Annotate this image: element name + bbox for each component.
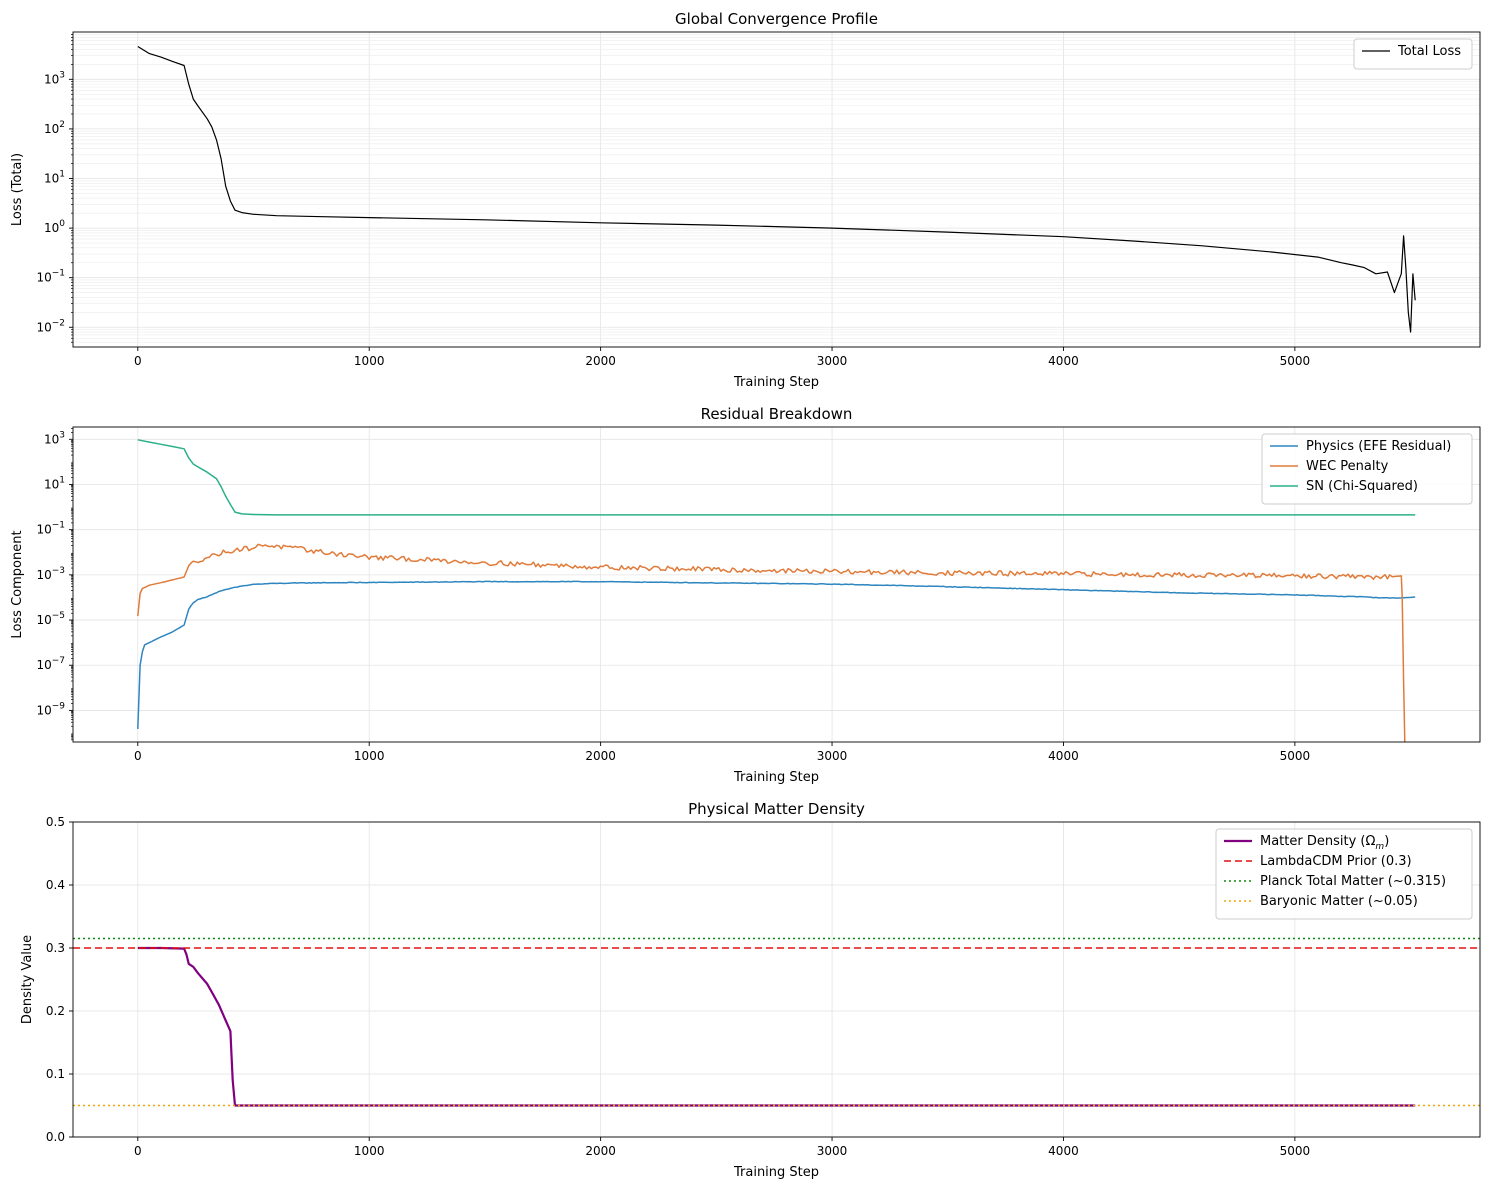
chart-panel-1: 0 1000 2000 3000 4000 5000 10−2 10−1 100 101 102 10…: [10, 10, 1481, 390]
legend-label: Matter Density (Ωm): [1260, 834, 1389, 852]
legend-entry: Baryonic Matter (~0.05): [1224, 894, 1418, 909]
y-tick-label: 100: [44, 219, 65, 235]
y-tick-label: 0.3: [46, 941, 65, 955]
y-tick-label: 102: [44, 120, 65, 136]
x-tick-label: 0: [134, 749, 142, 763]
chart-title: Global Convergence Profile: [675, 10, 878, 28]
x-tick-label: 1000: [354, 1144, 385, 1158]
legend-label: Physics (EFE Residual): [1306, 439, 1451, 454]
x-tick-label: 3000: [817, 1144, 848, 1158]
y-tick-label: 101: [44, 475, 65, 491]
y-tick-label: 101: [44, 169, 65, 185]
series-layer: [137, 45, 1416, 333]
y-tick-label: 10−9: [36, 701, 65, 717]
legend-label: Baryonic Matter (~0.05): [1260, 894, 1418, 909]
chart-title: Physical Matter Density: [688, 800, 865, 818]
grid: [73, 32, 1480, 347]
legend-label: Planck Total Matter (~0.315): [1260, 874, 1446, 889]
chart-panel-2: 0 1000 2000 3000 4000 5000 10−9 10−7 10−5 10−3 10−…: [10, 405, 1481, 785]
x-tick-label: 3000: [817, 749, 848, 763]
x-axis-label: Training Step: [733, 770, 819, 785]
x-tick-label: 2000: [585, 354, 616, 368]
series-layer: [137, 439, 1416, 742]
y-tick-label: 0.2: [46, 1004, 65, 1018]
y-tick-label: 103: [44, 430, 65, 446]
axes-frame: [72, 426, 1481, 743]
x-tick-label: 0: [134, 354, 142, 368]
series-layer: [73, 937, 1480, 1107]
y-tick-label: 10−5: [36, 611, 65, 627]
x-tick-label: 1000: [354, 749, 385, 763]
y-tick-label: 10−7: [36, 656, 65, 672]
y-tick-label: 10−3: [36, 566, 65, 582]
series-line-1: [137, 946, 1416, 1107]
legend-entry: SN (Chi-Squared): [1270, 479, 1418, 494]
legend-entry: LambdaCDM Prior (0.3): [1224, 854, 1412, 869]
y-tick-label: 0.0: [46, 1130, 65, 1144]
series-line-1: [137, 580, 1416, 730]
legend-label: Total Loss: [1397, 44, 1461, 59]
x-tick-label: 3000: [817, 354, 848, 368]
x-axis-label: Training Step: [733, 375, 819, 390]
x-tick-label: 5000: [1280, 354, 1311, 368]
legend: Physics (EFE Residual) WEC Penalty SN (Chi…: [1261, 433, 1473, 505]
legend-label: WEC Penalty: [1306, 459, 1389, 474]
y-axis-label: Loss (Total): [10, 153, 25, 226]
y-tick-label: 103: [44, 70, 65, 86]
axes-frame: [72, 821, 1481, 1138]
legend: Matter Density (Ωm) LambdaCDM Prior (0.3)…: [1215, 828, 1473, 920]
x-tick-label: 2000: [585, 1144, 616, 1158]
legend-entry: Total Loss: [1362, 44, 1461, 59]
grid: [73, 427, 1480, 742]
y-axis-label: Density Value: [20, 935, 35, 1024]
series-line-3: [137, 439, 1416, 516]
y-tick-label: 10−1: [36, 269, 65, 285]
y-tick-label: 10−2: [36, 318, 65, 334]
x-tick-label: 4000: [1048, 1144, 1079, 1158]
legend-entry: Planck Total Matter (~0.315): [1224, 874, 1446, 889]
legend: Total Loss: [1353, 38, 1473, 70]
x-tick-label: 5000: [1280, 1144, 1311, 1158]
x-tick-label: 2000: [585, 749, 616, 763]
y-tick-label: 10−1: [36, 521, 65, 537]
chart-title: Residual Breakdown: [701, 405, 853, 423]
y-tick-label: 0.1: [46, 1067, 65, 1081]
series-line-2: [137, 543, 1406, 742]
legend-label: LambdaCDM Prior (0.3): [1260, 854, 1412, 869]
x-tick-label: 1000: [354, 354, 385, 368]
y-tick-label: 0.5: [46, 815, 65, 829]
legend-entry: Physics (EFE Residual): [1270, 439, 1451, 454]
legend-entry: Matter Density (Ωm): [1224, 834, 1389, 852]
series-line-1: [137, 45, 1416, 333]
chart-panel-3: 0 1000 2000 3000 4000 5000 0.0 0.1 0.2 0.3 0.4 0.5 P…: [20, 800, 1481, 1180]
legend-label: SN (Chi-Squared): [1306, 479, 1418, 494]
x-tick-label: 5000: [1280, 749, 1311, 763]
y-axis-label: Loss Component: [10, 530, 25, 638]
legend-entry: WEC Penalty: [1270, 459, 1389, 474]
y-tick-label: 0.4: [46, 878, 65, 892]
x-tick-label: 4000: [1048, 354, 1079, 368]
x-tick-label: 4000: [1048, 749, 1079, 763]
x-axis-label: Training Step: [733, 1165, 819, 1180]
x-tick-label: 0: [134, 1144, 142, 1158]
